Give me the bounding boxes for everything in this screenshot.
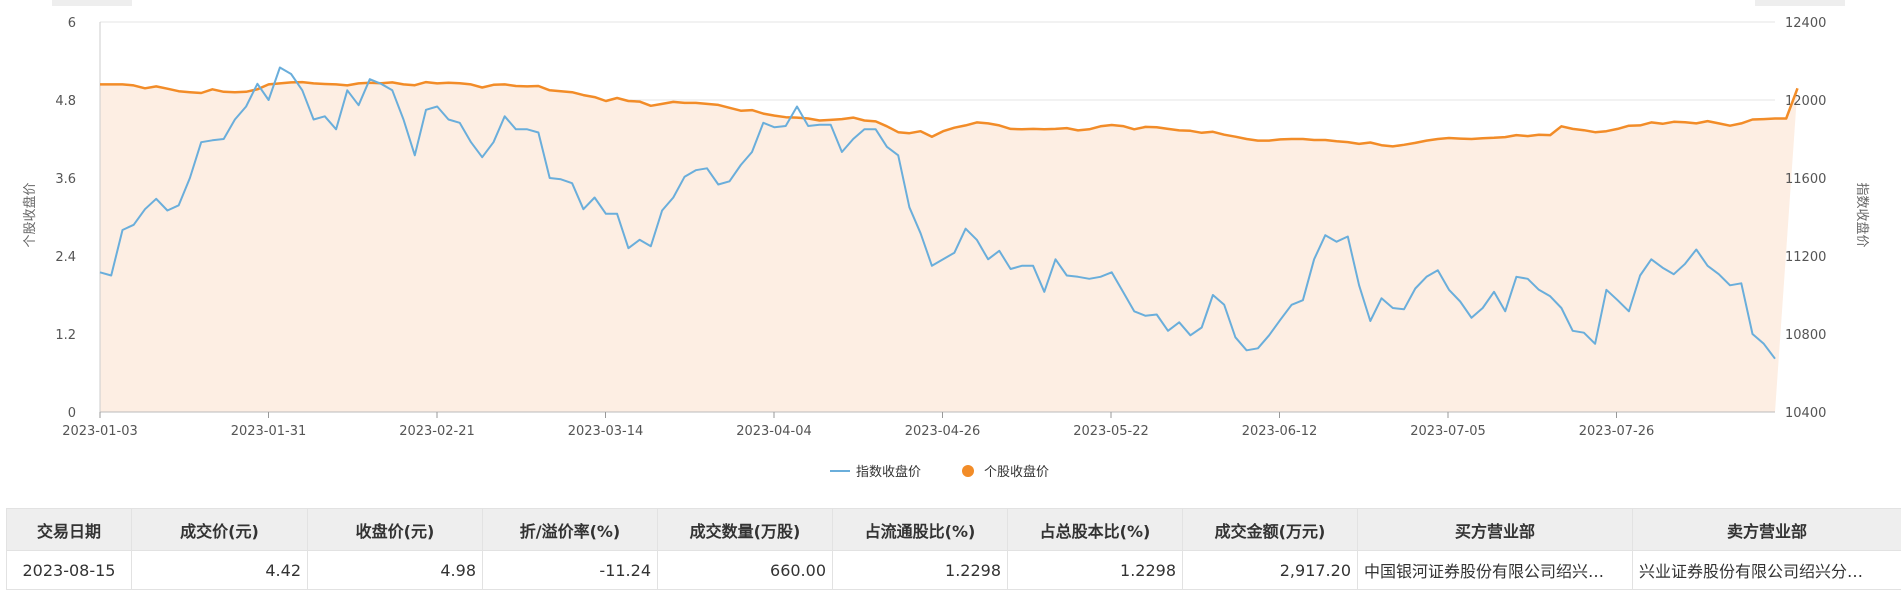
col-header[interactable]: 成交价(元) [131,508,308,551]
x-tick-label: 2023-03-14 [568,424,644,439]
table-row: 2023-08-15 4.42 4.98 -11.24 660.00 1.229… [6,550,1901,590]
cell-float-ratio: 1.2298 [832,550,1008,590]
y-left-tick-label: 1.2 [55,328,76,343]
block-trade-table: 交易日期 成交价(元) 收盘价(元) 折/溢价率(%) 成交数量(万股) 占流通… [6,508,1901,590]
y-right-tick-label: 11600 [1785,172,1826,187]
cell-volume: 660.00 [657,550,833,590]
x-tick-label: 2023-01-31 [231,424,307,439]
y-left-tick-label: 0 [68,406,76,421]
cell-seller: 兴业证券股份有限公司绍兴分… [1632,550,1901,590]
area-layer [100,82,1798,412]
cell-total-ratio: 1.2298 [1007,550,1183,590]
y-right-tick-label: 12400 [1785,16,1826,31]
col-header[interactable]: 买方营业部 [1357,508,1633,551]
cell-deal-price: 4.42 [131,550,308,590]
cell-date: 2023-08-15 [6,550,132,590]
table-header-row: 交易日期 成交价(元) 收盘价(元) 折/溢价率(%) 成交数量(万股) 占流通… [6,508,1901,551]
x-tick-label: 2023-07-05 [1410,424,1486,439]
x-tick-label: 2023-06-12 [1242,424,1318,439]
y-left-tick-label: 2.4 [55,250,76,265]
top-strip-left [52,0,132,6]
y-right-tick-label: 10400 [1785,406,1826,421]
legend-index-label[interactable]: 指数收盘价 [856,464,921,480]
col-header[interactable]: 占总股本比(%) [1007,508,1183,551]
cell-amount: 2,917.20 [1182,550,1358,590]
col-header[interactable]: 占流通股比(%) [832,508,1008,551]
y-right-tick-label: 10800 [1785,328,1826,343]
cell-premium-rate: -11.24 [482,550,658,590]
x-tick-label: 2023-07-26 [1579,424,1655,439]
y-right-tick-label: 11200 [1785,250,1826,265]
stock-close-line[interactable] [100,80,1799,148]
col-header[interactable]: 折/溢价率(%) [482,508,658,551]
index-close-line[interactable] [99,66,1776,360]
col-header[interactable]: 交易日期 [6,508,132,551]
cell-close-price: 4.98 [307,550,483,590]
col-header[interactable]: 收盘价(元) [307,508,483,551]
y-left-tick-label: 6 [68,16,76,31]
line-chart: 0 1.2 2.4 3.6 4.8 6 10400 10800 11200 11600 12000 1… [22,16,1870,480]
legend-stock-label[interactable]: 个股收盘价 [984,464,1049,480]
x-tick-label: 2023-05-22 [1073,424,1149,439]
x-tick-label: 2023-04-26 [905,424,981,439]
col-header[interactable]: 卖方营业部 [1632,508,1901,551]
x-tick-label: 2023-01-03 [62,424,138,439]
legend-stock-swatch [962,465,974,477]
x-tick-label: 2023-02-21 [399,424,475,439]
chart-legend[interactable]: 指数收盘价 个股收盘价 [830,464,1049,480]
top-strip-right [1755,0,1845,6]
y-left-tick-label: 3.6 [55,172,76,187]
cell-buyer: 中国银河证券股份有限公司绍兴… [1357,550,1633,590]
right-axis-title: 指数收盘价 [1854,182,1870,247]
y-right-tick-label: 12000 [1785,94,1826,109]
col-header[interactable]: 成交数量(万股) [657,508,833,551]
x-tick-label: 2023-04-04 [736,424,812,439]
chart-container: 0 1.2 2.4 3.6 4.8 6 10400 10800 11200 11600 12000 1… [22,16,1870,480]
y-left-tick-label: 4.8 [55,94,76,109]
col-header[interactable]: 成交金额(万元) [1182,508,1358,551]
series-layer [99,66,1799,360]
stock-area-fill [100,82,1798,412]
left-axis-title: 个股收盘价 [22,182,38,247]
axis-layer: 0 1.2 2.4 3.6 4.8 6 10400 10800 11200 11600 12000 1… [55,16,1826,439]
